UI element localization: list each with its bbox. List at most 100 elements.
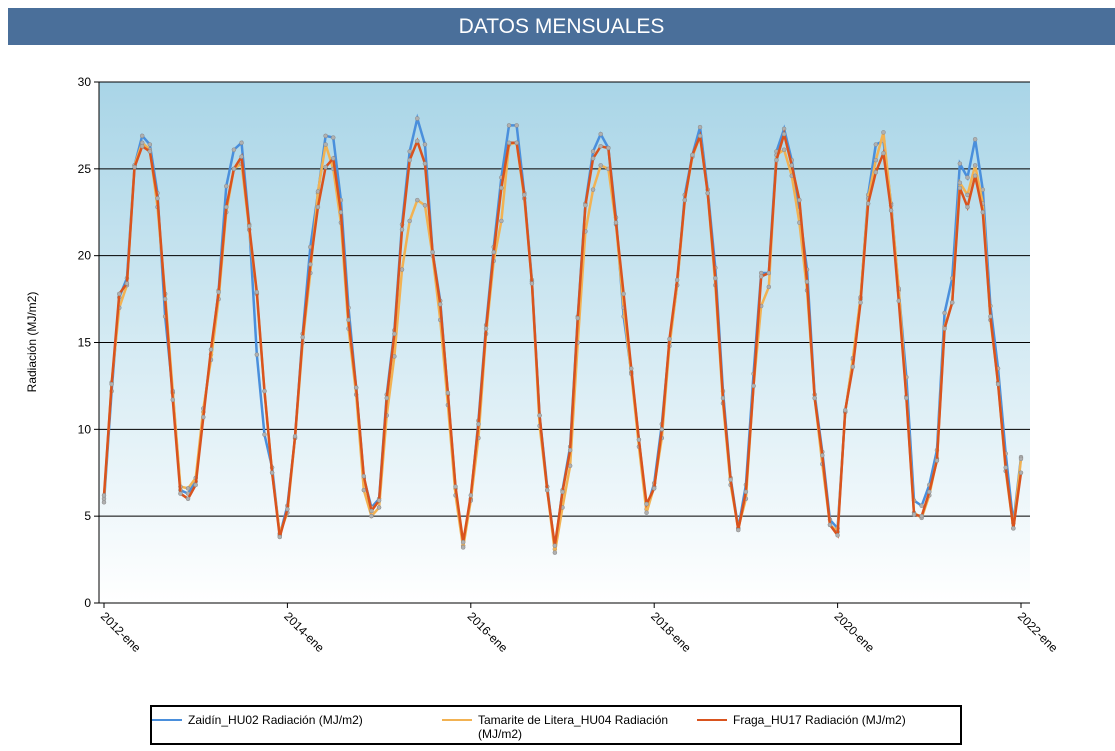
- point: [965, 204, 970, 210]
- point: [346, 317, 351, 323]
- point: [919, 503, 924, 508]
- y-tick-label: 25: [78, 162, 92, 176]
- point: [659, 427, 665, 432]
- point: [407, 149, 412, 154]
- point: [262, 432, 267, 437]
- point: [178, 491, 183, 496]
- point: [544, 487, 550, 493]
- point: [590, 156, 596, 161]
- point: [422, 142, 428, 147]
- point: [552, 543, 558, 548]
- point: [682, 197, 688, 203]
- point: [888, 208, 894, 213]
- point: [453, 484, 458, 489]
- point: [911, 512, 917, 517]
- point: [231, 166, 237, 172]
- point: [667, 336, 672, 342]
- point: [781, 131, 787, 137]
- chart: Radiación (MJ/m2) 0 5 10 15 20 25 30 2012-ene 20…: [25, 75, 1061, 655]
- point: [881, 150, 886, 156]
- point: [254, 352, 260, 357]
- point: [957, 180, 963, 185]
- point: [590, 187, 596, 192]
- point: [338, 210, 344, 215]
- point: [254, 289, 260, 295]
- point: [934, 458, 940, 463]
- point: [789, 163, 794, 168]
- point: [201, 414, 206, 420]
- point: [262, 388, 267, 394]
- point: [460, 539, 466, 545]
- legend: Zaidín_HU02 Radiación (MJ/m2) Tamarite de…: [150, 705, 962, 745]
- legend-label: Zaidín_HU02 Radiación (MJ/m2): [188, 713, 363, 727]
- point: [376, 498, 382, 503]
- point: [1018, 470, 1024, 475]
- point: [804, 279, 810, 284]
- point: [514, 140, 519, 146]
- point: [399, 267, 405, 272]
- point: [988, 314, 993, 319]
- point: [636, 437, 642, 443]
- y-tick-label: 20: [78, 249, 92, 263]
- point: [430, 249, 435, 255]
- point: [109, 381, 114, 387]
- point: [751, 383, 756, 389]
- point: [827, 522, 833, 528]
- point: [216, 289, 221, 295]
- point: [155, 196, 160, 201]
- point: [812, 395, 817, 401]
- point: [399, 227, 405, 232]
- point: [1018, 456, 1024, 462]
- point: [575, 315, 581, 321]
- point: [842, 407, 848, 413]
- point: [835, 533, 840, 538]
- point: [529, 281, 535, 286]
- point: [331, 156, 336, 161]
- point: [224, 183, 229, 189]
- point: [942, 310, 947, 316]
- legend-swatch: [152, 719, 182, 721]
- point: [919, 513, 924, 519]
- point: [308, 262, 313, 267]
- point: [315, 189, 321, 194]
- point: [621, 291, 626, 297]
- point: [644, 501, 649, 507]
- point: [873, 157, 879, 163]
- point: [850, 364, 856, 370]
- point: [697, 133, 703, 139]
- point: [331, 135, 336, 140]
- point: [407, 157, 412, 163]
- point: [651, 486, 657, 491]
- point: [995, 381, 1001, 387]
- point: [758, 274, 764, 279]
- point: [208, 347, 214, 352]
- point: [239, 154, 244, 159]
- point: [514, 123, 519, 128]
- point: [537, 413, 542, 418]
- point: [384, 395, 389, 401]
- point: [353, 385, 359, 390]
- point: [942, 326, 947, 331]
- legend-item: Tamarite de Litera_HU04 Radiación (MJ/m2…: [442, 713, 682, 741]
- point: [720, 395, 726, 401]
- point: [957, 185, 963, 191]
- point: [927, 489, 932, 495]
- point: [193, 482, 198, 488]
- point: [162, 296, 168, 302]
- point: [583, 203, 588, 208]
- point: [422, 203, 428, 208]
- point: [491, 249, 496, 255]
- point: [972, 137, 978, 142]
- point: [766, 270, 772, 276]
- point: [881, 130, 886, 135]
- y-tick-label: 30: [78, 75, 92, 89]
- point: [774, 157, 779, 163]
- point: [598, 131, 603, 137]
- point: [858, 300, 863, 305]
- y-tick-label: 0: [84, 596, 91, 610]
- point: [392, 331, 397, 337]
- point: [361, 473, 367, 479]
- point: [598, 163, 603, 168]
- point: [629, 366, 634, 371]
- x-tick-label: 2014-ene: [281, 609, 327, 655]
